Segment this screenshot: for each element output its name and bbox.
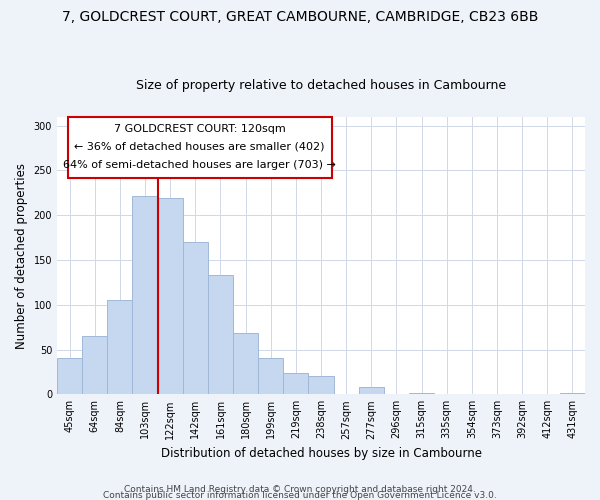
Bar: [133, 196, 158, 394]
Text: ← 36% of detached houses are smaller (402): ← 36% of detached houses are smaller (40…: [74, 142, 325, 152]
Bar: [57, 358, 82, 394]
Text: 7, GOLDCREST COURT, GREAT CAMBOURNE, CAMBRIDGE, CB23 6BB: 7, GOLDCREST COURT, GREAT CAMBOURNE, CAM…: [62, 10, 538, 24]
Text: Contains public sector information licensed under the Open Government Licence v3: Contains public sector information licen…: [103, 490, 497, 500]
Text: 7 GOLDCREST COURT: 120sqm: 7 GOLDCREST COURT: 120sqm: [114, 124, 286, 134]
Bar: [208, 275, 233, 394]
Bar: [359, 387, 384, 394]
Bar: [283, 373, 308, 394]
FancyBboxPatch shape: [68, 117, 332, 178]
Bar: [233, 334, 258, 394]
Bar: [183, 242, 208, 394]
Y-axis label: Number of detached properties: Number of detached properties: [15, 162, 28, 348]
Text: 64% of semi-detached houses are larger (703) →: 64% of semi-detached houses are larger (…: [63, 160, 336, 170]
Bar: [258, 358, 283, 394]
Title: Size of property relative to detached houses in Cambourne: Size of property relative to detached ho…: [136, 79, 506, 92]
Bar: [158, 198, 183, 394]
Text: Contains HM Land Registry data © Crown copyright and database right 2024.: Contains HM Land Registry data © Crown c…: [124, 484, 476, 494]
Bar: [409, 392, 434, 394]
X-axis label: Distribution of detached houses by size in Cambourne: Distribution of detached houses by size …: [161, 447, 482, 460]
Bar: [308, 376, 334, 394]
Bar: [82, 336, 107, 394]
Bar: [107, 300, 133, 394]
